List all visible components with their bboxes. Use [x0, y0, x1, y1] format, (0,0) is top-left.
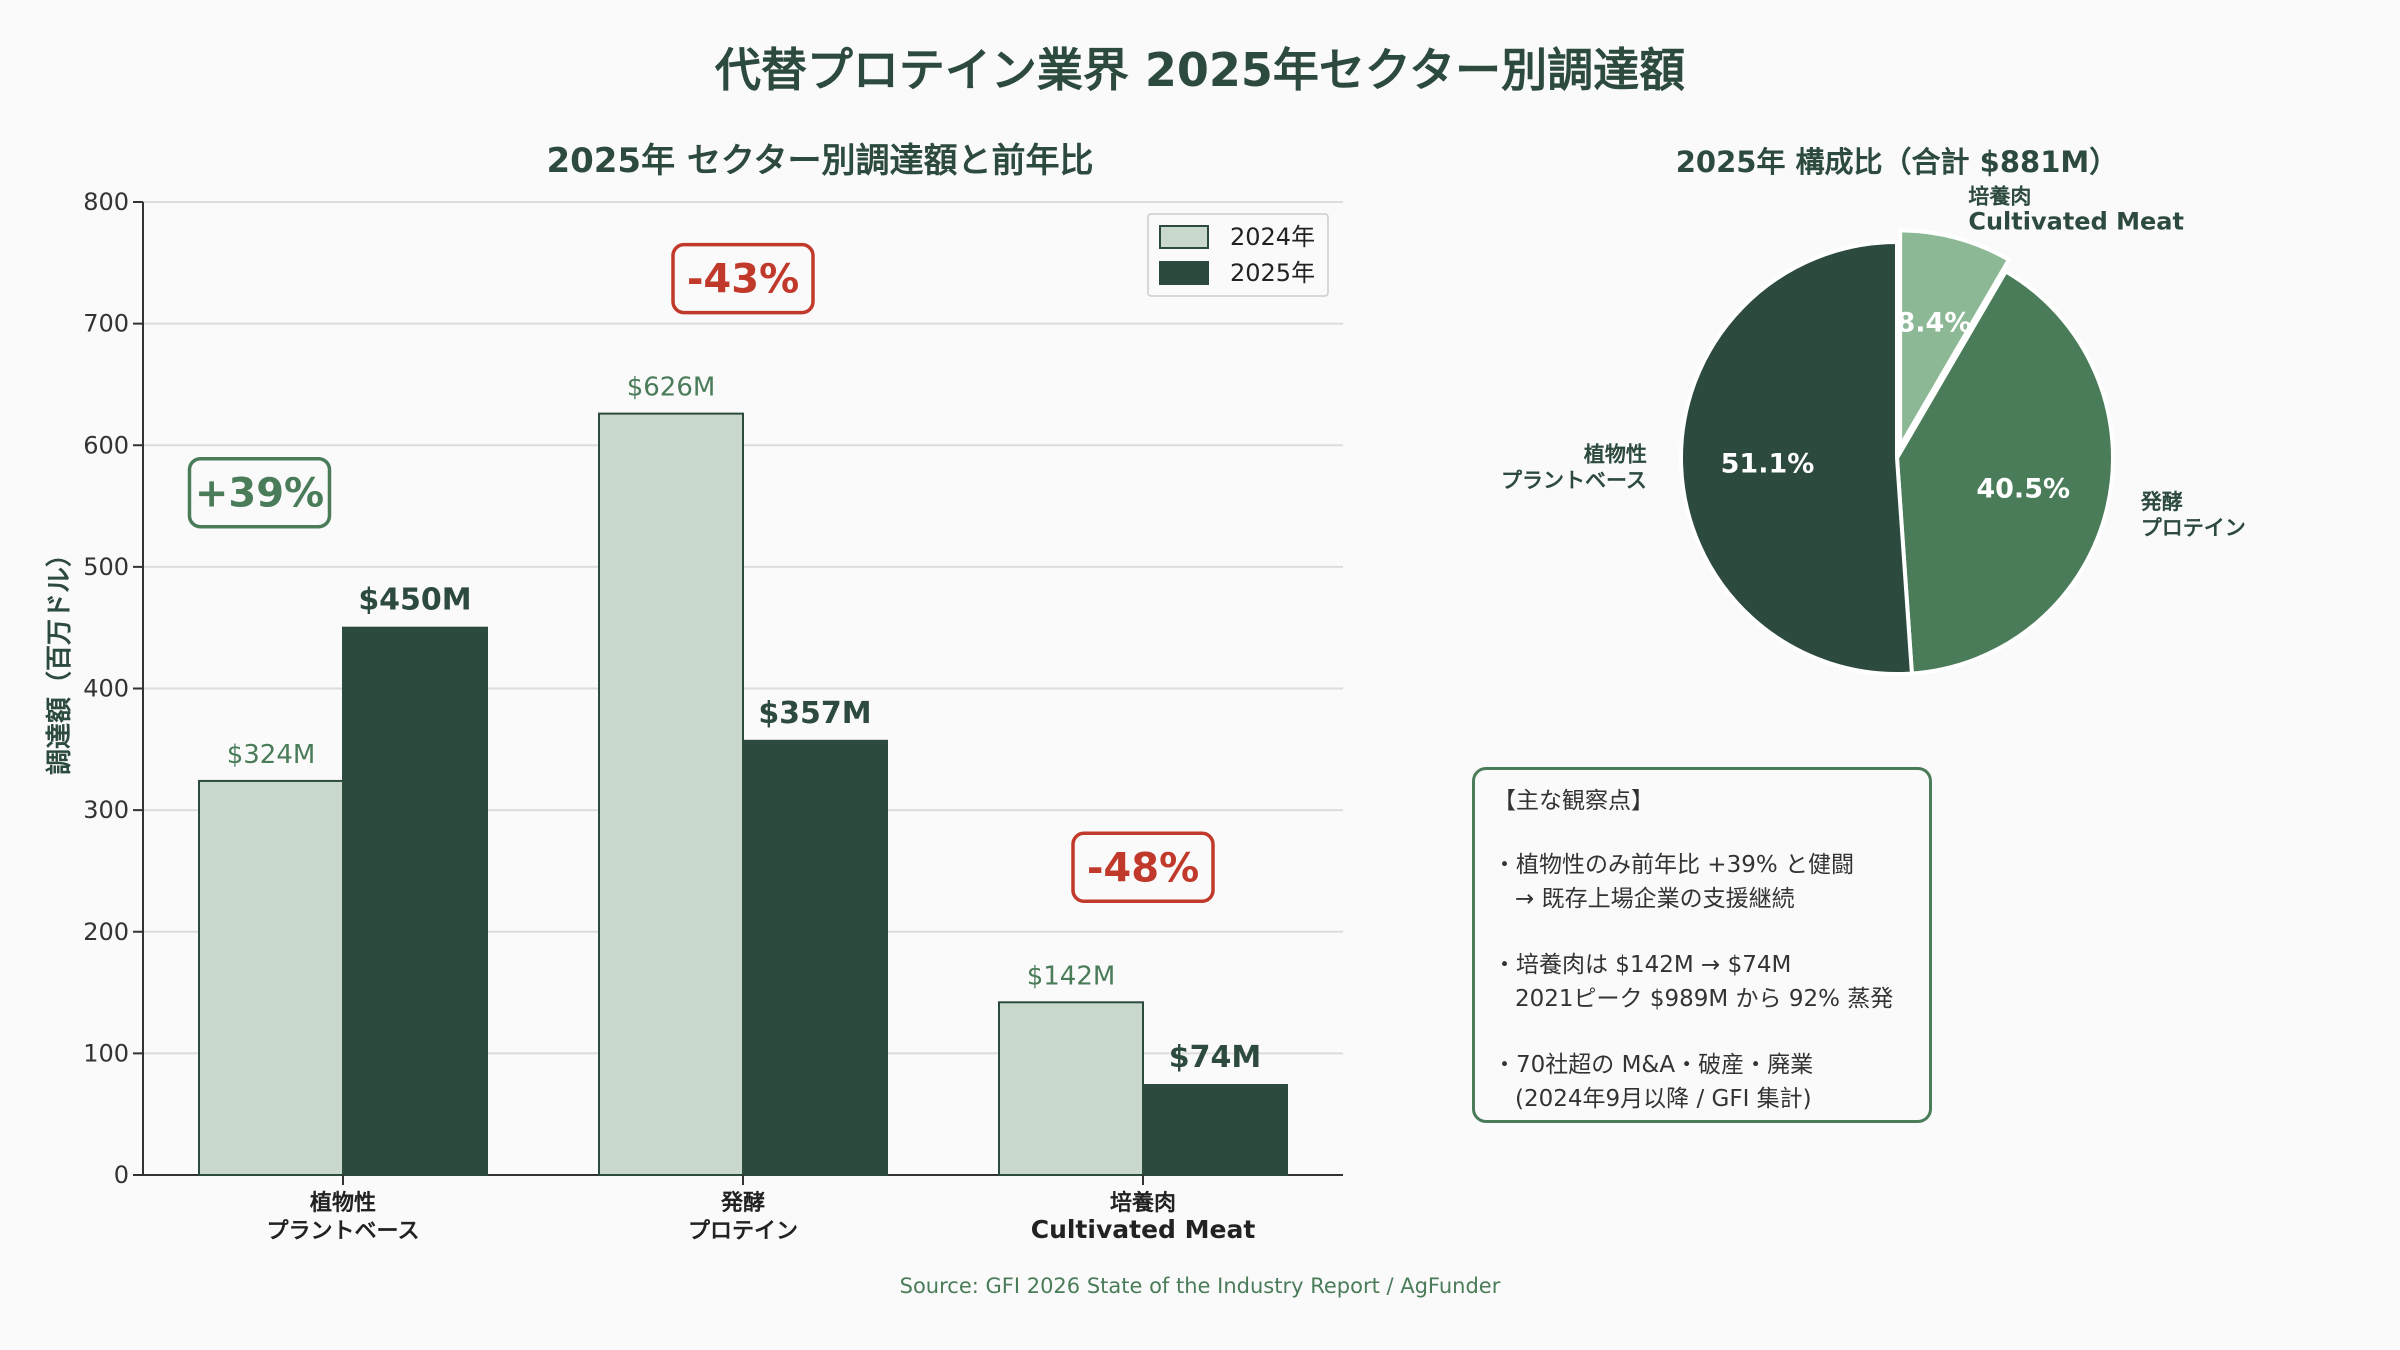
y-tick-label: 500 [83, 553, 129, 581]
y-axis-label: 調達額（百万ドル） [44, 541, 75, 775]
bar-value-label: $626M [627, 373, 716, 403]
bar-value-label: $324M [227, 740, 316, 770]
pie-percent-label: 8.4% [1896, 307, 1971, 338]
pie-chart-title: 2025年 構成比（合計 $881M） [1676, 145, 2118, 179]
x-tick-label: プロテイン [688, 1219, 798, 1244]
pie-category-label: 培養肉 [1968, 185, 2031, 209]
pie-percent-label: 51.1% [1721, 448, 1815, 479]
pie-slice [1679, 239, 1915, 676]
x-tick-label: 発酵 [720, 1190, 765, 1216]
legend-label: 2025年 [1230, 259, 1315, 287]
pie-category-label: 植物性 [1584, 443, 1647, 467]
bar-value-label: $357M [758, 696, 871, 731]
bar [342, 626, 488, 1176]
observation-line: ・培養肉は $142M → $74M [1493, 952, 1792, 978]
pie-percent-label: 40.5% [1976, 473, 2070, 504]
bar [198, 779, 344, 1176]
change-badge [1071, 831, 1215, 904]
legend-swatch [1159, 225, 1209, 249]
bar-value-label: $74M [1169, 1040, 1261, 1075]
y-tick-label: 600 [83, 431, 129, 459]
y-tick-label: 300 [83, 796, 129, 824]
bar-chart: 0 100 200 300 400 500 600 700 800 $324M $450M 植物性プラ… [83, 188, 1343, 1244]
change-badge-label: -43% [687, 257, 799, 303]
change-badge [187, 456, 332, 529]
bar-chart-title: 2025年 セクター別調達額と前年比 [546, 141, 1093, 181]
y-tick-label: 400 [83, 675, 129, 703]
observation-line: ・70社超の M&A・破産・廃業 [1493, 1052, 1814, 1078]
y-tick-label: 200 [83, 918, 129, 946]
observation-subline: 2021ピーク $989M から 92% 蒸発 [1515, 986, 1894, 1012]
y-tick-label: 700 [83, 310, 129, 338]
bar [598, 412, 744, 1176]
y-tick-label: 0 [114, 1161, 129, 1189]
x-tick-label: 植物性 [310, 1190, 376, 1216]
observation-item: ・培養肉は $142M → $74M 2021ピーク $989M から 92% … [1493, 948, 1911, 1016]
source-note: Source: GFI 2026 State of the Industry R… [899, 1274, 1501, 1298]
pie-category-label: Cultivated Meat [1968, 208, 2184, 236]
x-tick-label: プラントベース [267, 1219, 420, 1244]
pie-slice [1894, 268, 2115, 676]
observations-title: 【主な観察点】 [1493, 788, 1654, 814]
y-tick-label: 100 [83, 1039, 129, 1067]
change-badge [671, 242, 815, 315]
change-badge-label: +39% [195, 471, 324, 517]
observation-subline: → 既存上場企業の支援継続 [1515, 886, 1795, 912]
pie-category-label: プロテイン [2141, 516, 2246, 540]
legend-swatch [1159, 261, 1209, 285]
bar-value-label: $142M [1027, 961, 1116, 991]
figure-title: 代替プロテイン業界 2025年セクター別調達額 [714, 43, 1685, 97]
observation-line: ・植物性のみ前年比 +39% と健闘 [1493, 852, 1855, 878]
x-tick-label: Cultivated Meat [1031, 1215, 1256, 1244]
x-tick-label: 培養肉 [1110, 1190, 1176, 1216]
observations-box: 【主な観察点】 ・植物性のみ前年比 +39% と健闘 → 既存上場企業の支援継続… [1472, 767, 1932, 1123]
pie-slice [1898, 228, 2012, 454]
legend-label: 2024年 [1230, 223, 1315, 251]
bar [1142, 1083, 1288, 1177]
bar [742, 739, 888, 1177]
observation-subline: (2024年9月以降 / GFI 集計) [1515, 1086, 1812, 1112]
bar [998, 1001, 1144, 1176]
bar-value-label: $450M [358, 583, 471, 618]
y-tick-label: 800 [83, 188, 129, 216]
change-badge-label: -48% [1087, 845, 1199, 891]
observation-item: ・植物性のみ前年比 +39% と健闘 → 既存上場企業の支援継続 [1493, 848, 1911, 916]
pie-category-label: 発酵 [2140, 490, 2183, 514]
observation-item: ・70社超の M&A・破産・廃業 (2024年9月以降 / GFI 集計) [1493, 1048, 1911, 1116]
pie-category-label: プラントベース [1501, 469, 1647, 493]
